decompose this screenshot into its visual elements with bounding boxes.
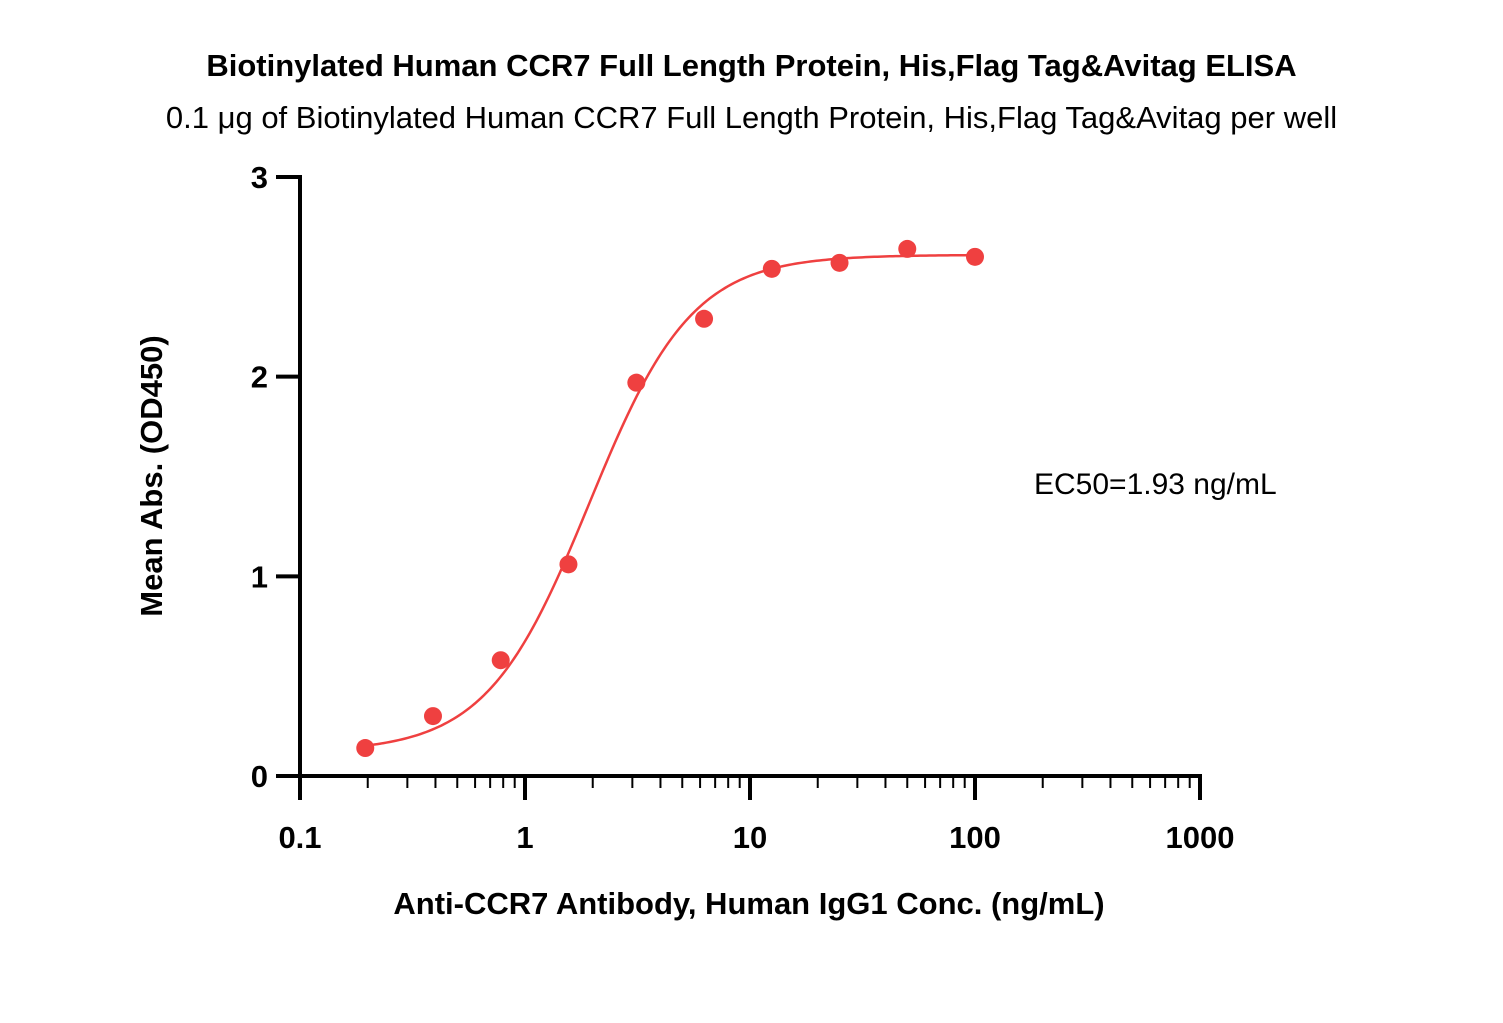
x-tick-label-1000: 1000 [1166,820,1235,855]
x-tick-label-100: 100 [949,820,1001,855]
data-point [695,309,714,328]
y-axis-title: Mean Abs. (OD450) [134,335,169,616]
y-tick-label-2: 2 [251,360,268,395]
data-point [356,739,375,758]
y-tick-label-3: 3 [251,160,268,195]
fit-layer [365,253,976,747]
data-point [491,651,510,670]
x-tick-label-0.1: 0.1 [278,820,321,855]
x-tick-label-10: 10 [733,820,767,855]
x-tick-label-1: 1 [516,820,533,855]
chart-title: Biotinylated Human CCR7 Full Length Prot… [206,48,1297,83]
data-point [559,555,578,574]
axes: 0 1 2 3 0.1 1 10 100 1000 [251,160,1235,855]
y-tick-label-0: 0 [251,759,268,794]
data-point [423,707,442,726]
data-point [627,373,646,392]
fit-curve [365,253,976,747]
y-tick-label-1: 1 [251,559,268,594]
points-layer [356,239,984,758]
data-point [762,259,781,278]
data-point [830,253,849,272]
x-axis-title: Anti-CCR7 Antibody, Human IgG1 Conc. (ng… [393,886,1104,921]
ec50-annotation: EC50=1.93 ng/mL [1034,468,1277,501]
data-point [898,239,917,258]
data-point [966,247,984,266]
chart-subtitle: 0.1 μg of Biotinylated Human CCR7 Full L… [165,100,1338,135]
